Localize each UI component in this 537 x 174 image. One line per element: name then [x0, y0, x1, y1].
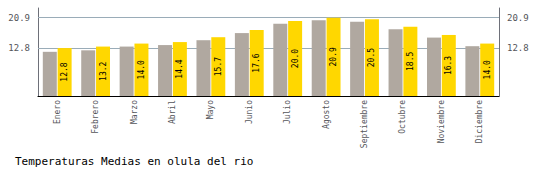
svg-text:12.8: 12.8 [60, 62, 69, 81]
svg-text:Temperaturas Medias en olula d: Temperaturas Medias en olula del rio [15, 155, 253, 168]
svg-text:14.0: 14.0 [483, 60, 492, 79]
svg-text:20.9: 20.9 [8, 13, 30, 23]
svg-text:14.0: 14.0 [137, 60, 146, 79]
svg-text:Febrero: Febrero [91, 100, 100, 134]
svg-text:14.4: 14.4 [175, 59, 184, 78]
svg-text:Septiembre: Septiembre [360, 100, 369, 148]
svg-text:Junio: Junio [245, 100, 254, 124]
svg-text:Mayo: Mayo [206, 100, 215, 119]
svg-text:Noviembre: Noviembre [437, 100, 446, 144]
svg-text:20.0: 20.0 [291, 49, 300, 68]
svg-text:Abril: Abril [168, 100, 177, 124]
svg-text:20.9: 20.9 [507, 13, 529, 23]
svg-text:12.8: 12.8 [507, 43, 529, 53]
svg-text:20.9: 20.9 [329, 47, 338, 66]
svg-text:Enero: Enero [53, 100, 62, 124]
svg-text:13.2: 13.2 [99, 61, 108, 80]
svg-text:Julio: Julio [283, 100, 292, 124]
svg-text:17.6: 17.6 [252, 53, 261, 72]
svg-text:16.3: 16.3 [444, 56, 453, 75]
svg-text:Diciembre: Diciembre [475, 100, 484, 144]
svg-text:20.5: 20.5 [367, 48, 376, 67]
svg-text:12.8: 12.8 [8, 43, 30, 53]
svg-text:Marzo: Marzo [130, 100, 139, 124]
svg-text:Octubre: Octubre [398, 100, 407, 134]
svg-text:Agosto: Agosto [322, 100, 331, 129]
svg-text:18.5: 18.5 [406, 52, 415, 71]
svg-text:15.7: 15.7 [214, 57, 223, 76]
